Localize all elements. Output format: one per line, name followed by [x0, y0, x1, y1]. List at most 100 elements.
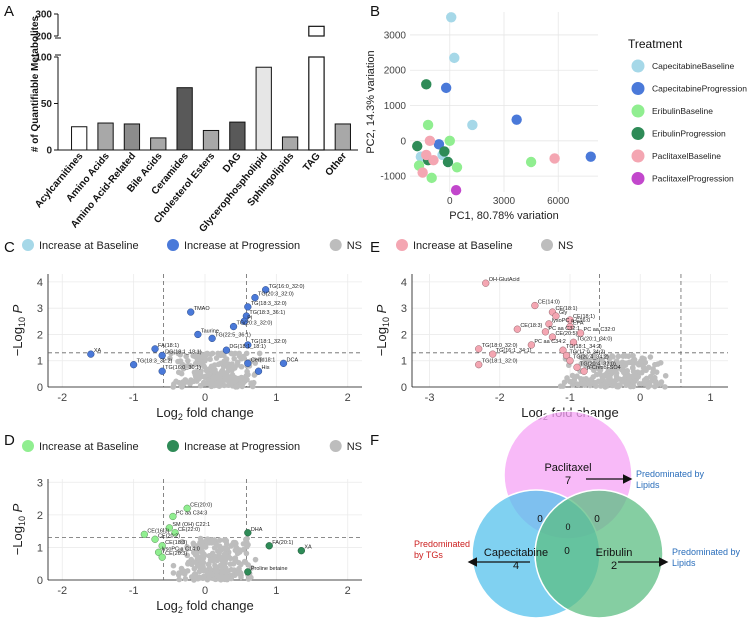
point-label: TG(20:1_34:0)	[577, 336, 613, 342]
legend-label: EribulinProgression	[652, 129, 726, 139]
ns-point	[244, 535, 250, 542]
ns-point	[216, 537, 223, 544]
significant-point	[251, 294, 259, 302]
bar	[334, 123, 351, 151]
point-label: DG(18:1_18:1)	[229, 344, 266, 350]
venn-overlap-cap-eri: 0	[564, 546, 570, 557]
venn-overlap-all: 0	[565, 522, 570, 532]
point-label: p-Cresol-SO4	[587, 365, 621, 371]
point-label: TG(18:1_32:0)	[251, 339, 287, 345]
ns-point	[232, 555, 239, 561]
bar	[123, 123, 141, 151]
ns-point	[242, 559, 249, 566]
ns-point	[224, 574, 230, 581]
significant-point	[279, 359, 288, 367]
ns-point	[218, 562, 224, 569]
ns-point	[196, 375, 202, 382]
ns-point	[222, 374, 228, 380]
point-label: EPA	[573, 321, 584, 327]
ns-point	[226, 554, 232, 561]
significant-point	[244, 529, 252, 537]
ns-point	[591, 381, 598, 387]
ns-point	[620, 353, 626, 360]
ns-point	[646, 382, 653, 389]
point-label: PC aa C34:2	[534, 339, 566, 345]
ns-point	[189, 561, 195, 568]
ns-point	[651, 374, 658, 381]
ns-point	[616, 364, 623, 371]
pca-point	[433, 139, 445, 150]
panel-label-f: F	[370, 432, 379, 449]
ns-point	[593, 371, 600, 378]
ns-point	[178, 370, 185, 377]
legend-swatch	[396, 239, 408, 251]
y-tick-label: 4	[37, 277, 43, 289]
legend-swatch	[631, 59, 645, 73]
legend-label: NS	[347, 441, 362, 453]
significant-point	[240, 317, 248, 325]
x-tick-label: -2	[57, 392, 67, 404]
point-label: CE(16:3)	[147, 528, 169, 534]
point-label: TG(18:3_32:2)	[137, 359, 173, 365]
significant-point	[158, 351, 166, 360]
ns-point	[233, 540, 239, 547]
ns-point	[177, 358, 184, 364]
ns-point	[207, 356, 213, 363]
pca-point	[440, 82, 452, 94]
venn-overlap-pac-cap: 0	[537, 514, 543, 525]
ns-point	[224, 546, 231, 552]
point-label: TG(20:3_32:0)	[237, 321, 273, 327]
ns-point	[180, 379, 186, 385]
pca-point	[511, 114, 522, 125]
legend-swatch	[631, 149, 645, 163]
y-tick-label: 0	[46, 146, 52, 157]
point-label: PI	[247, 315, 253, 321]
point-label: TG(16:0_30:1)	[165, 365, 201, 371]
ns-point	[177, 547, 183, 554]
ns-point	[202, 355, 208, 362]
ns-point	[192, 361, 199, 367]
ns-point	[180, 365, 187, 372]
point-label: TG(20:3_32:0)	[258, 292, 294, 298]
ns-point	[236, 350, 242, 357]
significant-point	[244, 359, 252, 367]
ns-point	[596, 366, 602, 372]
legend-label: PaclitaxelProgression	[652, 174, 734, 184]
venn-annotation-capecitabine-line1: Predominated	[414, 539, 470, 549]
significant-point	[244, 341, 252, 349]
legend-label: Increase at Progression	[184, 240, 300, 252]
pca-point	[421, 149, 432, 161]
bar	[71, 126, 88, 151]
ns-point	[217, 371, 224, 377]
ns-point	[244, 368, 250, 375]
ns-point	[215, 350, 221, 357]
point-label: lysoPC a C16:0	[552, 318, 590, 324]
ns-point	[252, 360, 259, 366]
bar	[308, 56, 325, 151]
ns-point	[243, 550, 250, 557]
y-tick-label: 3	[37, 303, 43, 315]
point-label: SM (OH) C22:1	[172, 522, 210, 528]
y-tick-label: 50	[41, 99, 53, 110]
ns-point	[192, 552, 199, 558]
bar	[176, 87, 193, 151]
pca-point	[451, 162, 463, 173]
point-label: TG(18:3_36:1)	[249, 310, 285, 316]
x-tick-label: -1	[129, 392, 139, 404]
point-label: CE(20:2)	[158, 533, 180, 539]
significant-point	[573, 363, 581, 371]
point-label: Proline betaine	[251, 566, 288, 572]
significant-point	[513, 325, 521, 333]
y-tick-label: 1000	[384, 101, 407, 112]
point-label: CE(20:5)	[555, 331, 577, 337]
ns-point	[222, 558, 229, 564]
x-tick-label: Sphingolipids	[245, 151, 296, 209]
x-tick-label: Other	[324, 151, 350, 179]
pca-point	[467, 119, 478, 131]
panel-label-a: A	[4, 3, 14, 20]
panel-label-d: D	[4, 432, 15, 449]
significant-point	[531, 301, 539, 310]
ns-point	[581, 380, 588, 387]
ns-point	[213, 355, 220, 361]
y-tick-label: 2	[37, 510, 43, 522]
